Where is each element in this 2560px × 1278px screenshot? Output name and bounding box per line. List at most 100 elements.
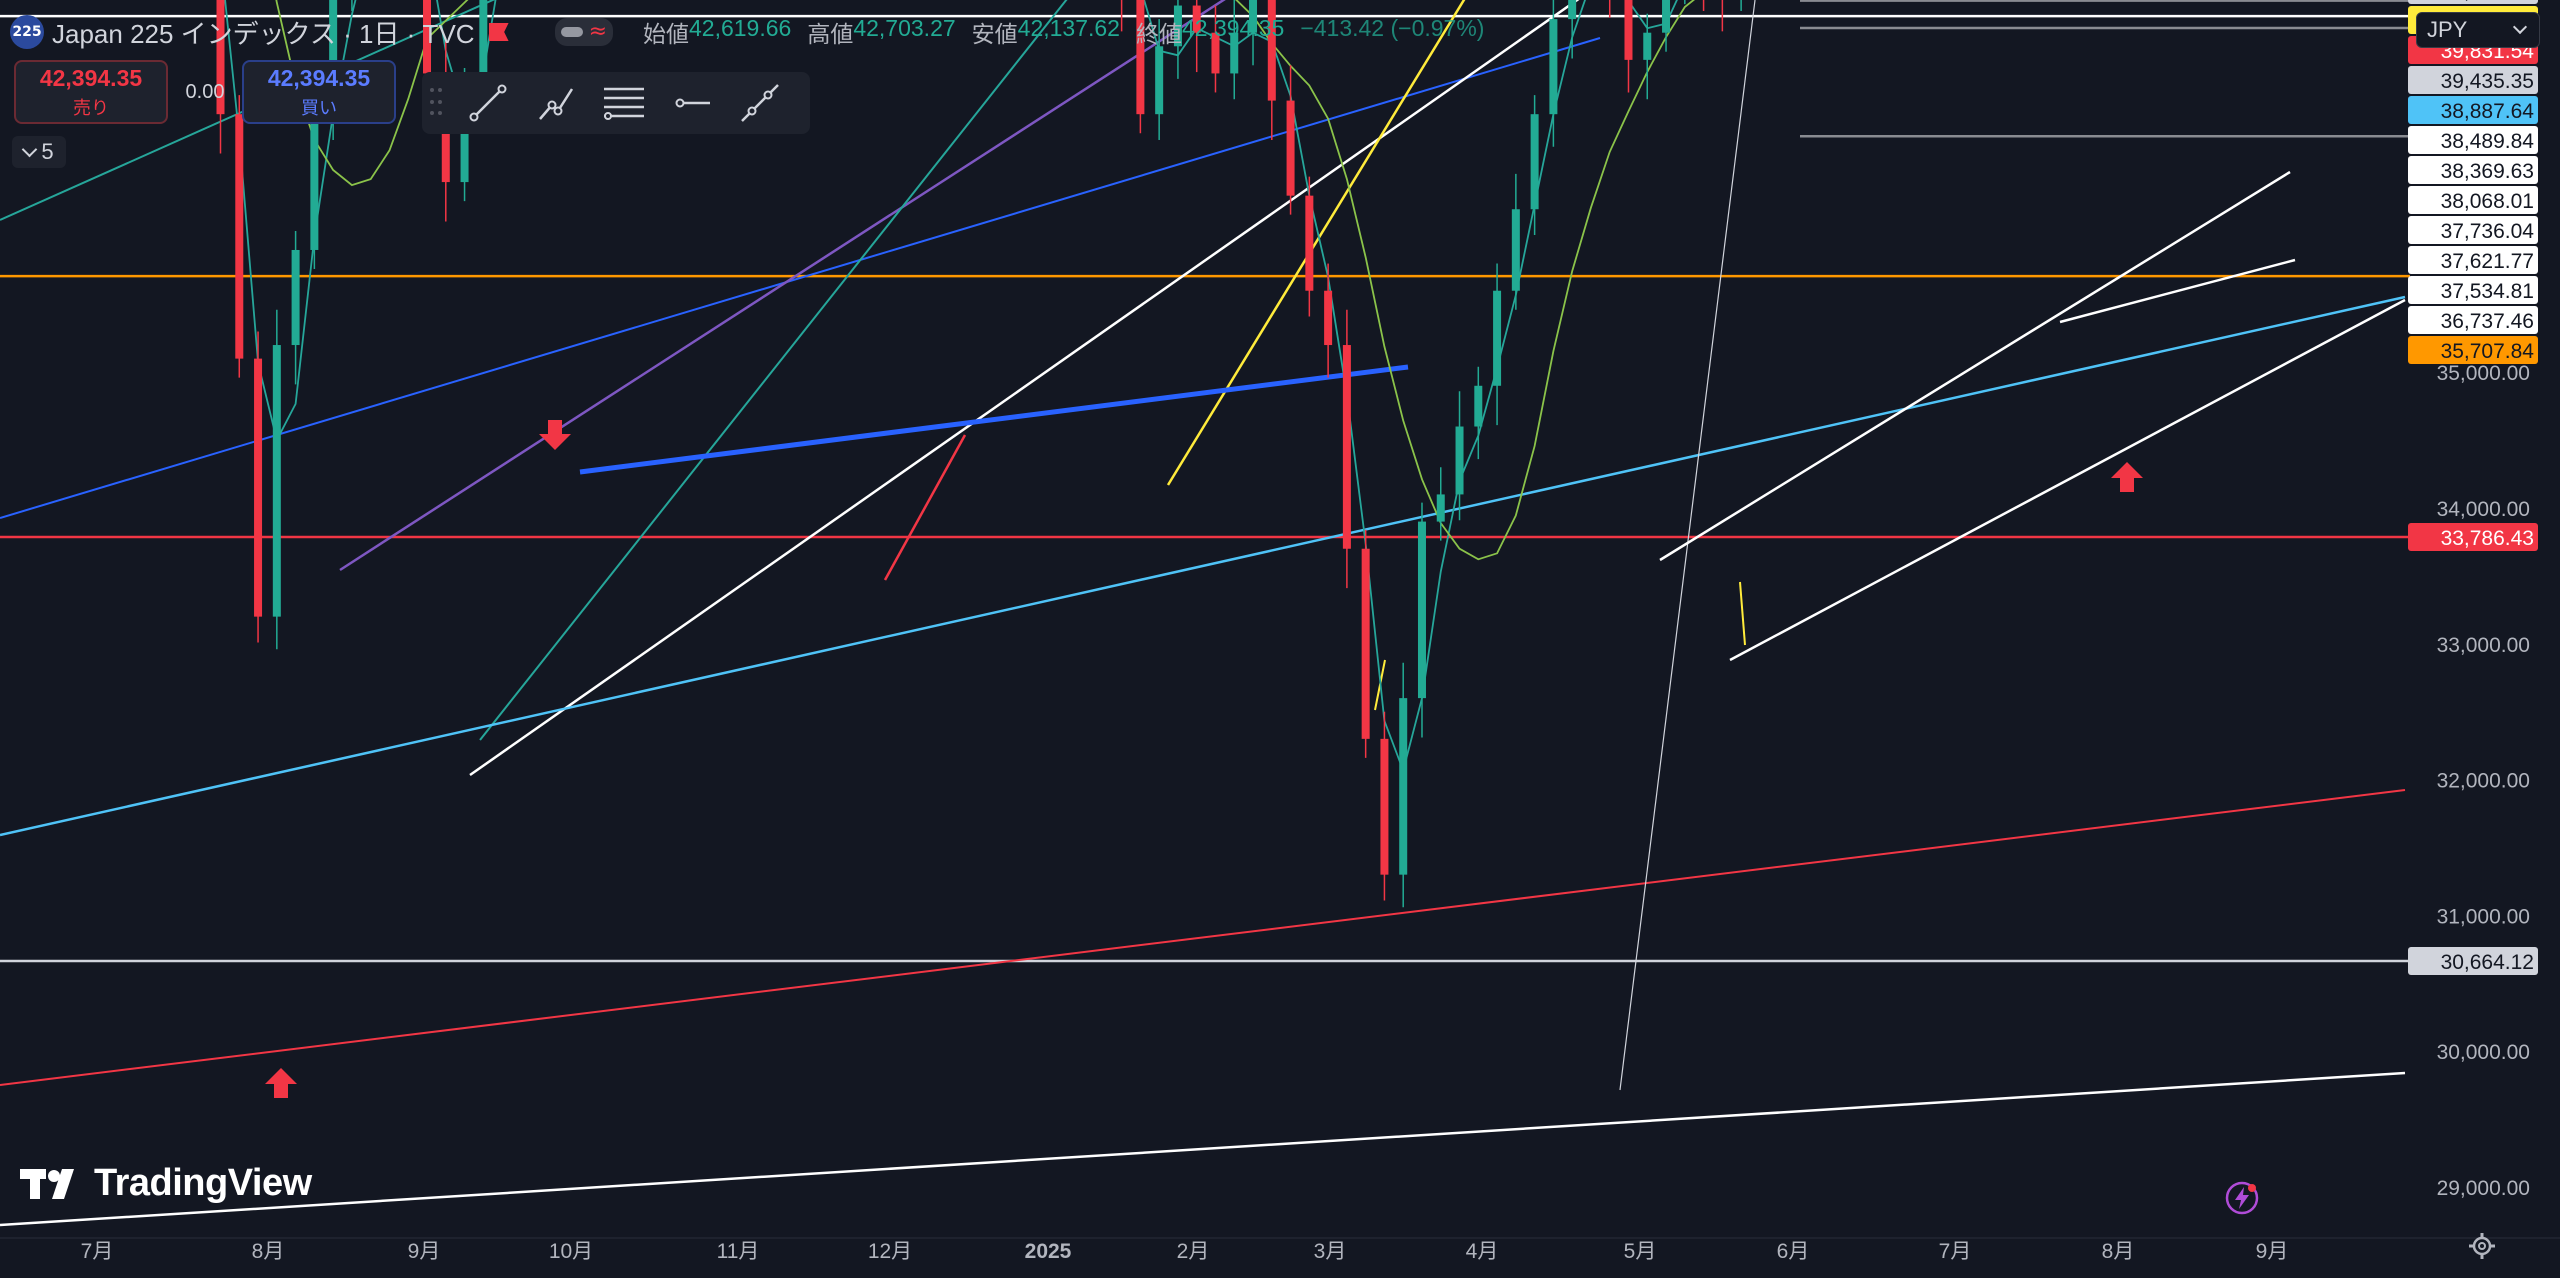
level-label-bg [2408, 126, 2538, 154]
buy-button[interactable]: 42,394.35 買い [242, 60, 396, 124]
arrow-down-icon[interactable] [539, 420, 571, 450]
time-axis[interactable]: 7月 8月 9月 10月 11月 12月 2025 2月 3月 4月 5月 6月 7月 8月 9月 [81, 1240, 2289, 1263]
level-label-bg [2408, 216, 2538, 244]
moving-averages [224, 0, 1696, 774]
level-label: 38,068.01 [2441, 190, 2534, 213]
x-tick-label: 7月 [1939, 1240, 1972, 1263]
tradingview-logo[interactable]: TradingView [20, 1162, 312, 1205]
candle-body [1211, 32, 1220, 74]
trend-line[interactable] [0, 37, 1601, 519]
path-icon[interactable] [532, 79, 580, 127]
low-value: 42,137.62 [1017, 15, 1120, 41]
candle-body [1399, 698, 1408, 875]
arrow-up-icon[interactable] [2111, 462, 2143, 492]
trend-line[interactable] [1729, 298, 2406, 662]
symbol-badge: 225 [10, 15, 44, 49]
trend-line[interactable] [1619, 0, 1756, 1091]
high-label: 高値 [807, 21, 854, 47]
level-label-bg [2408, 156, 2538, 184]
extended-line-icon[interactable] [736, 79, 784, 127]
moving-average-line [275, 0, 1696, 561]
x-tick-label: 12月 [868, 1240, 912, 1263]
candle-body [423, 0, 432, 74]
trend-line-icon[interactable] [464, 79, 512, 127]
candle-body [1380, 738, 1389, 875]
drag-handle-icon[interactable] [430, 88, 444, 118]
sell-label: 売り [73, 97, 109, 118]
candle-body [1230, 32, 1239, 74]
trend-line[interactable] [479, 0, 1090, 741]
horizontal-levels [0, 0, 2410, 963]
level-label-bg [2408, 306, 2538, 334]
level-label: 38,489.84 [2441, 130, 2535, 153]
fib-levels-icon[interactable] [600, 79, 648, 127]
close-label: 終値 [1135, 21, 1182, 47]
level-label: 33,786.43 [2441, 527, 2534, 550]
x-tick-label: 9月 [408, 1240, 441, 1263]
sell-button[interactable]: 42,394.35 売り [14, 60, 168, 124]
candle-body [460, 87, 469, 183]
flag-icon[interactable] [488, 23, 509, 41]
candle-body [1568, 0, 1577, 20]
candle-body [1511, 209, 1520, 291]
x-tick-label: 10月 [549, 1240, 593, 1263]
candle-body [1493, 290, 1502, 386]
candle-body [479, 0, 488, 88]
drawing-toolbar [422, 72, 810, 134]
chart-mode-toggle[interactable]: ≈ [554, 18, 613, 46]
lightning-icon[interactable] [2224, 1180, 2260, 1216]
y-tick-label: 30,000.00 [2437, 1041, 2530, 1064]
indicators-collapse-button[interactable]: 5 [12, 136, 66, 168]
trend-line[interactable] [1659, 170, 2291, 562]
candle-body [1173, 5, 1182, 47]
pill-icon [560, 27, 583, 37]
x-tick-label: 2025 [1025, 1240, 1072, 1263]
price-axis[interactable]: 29,000.00 30,000.00 31,000.00 32,000.00 33,0… [2437, 0, 2530, 1200]
candle-body [1192, 5, 1201, 33]
level-label-bg [2408, 186, 2538, 214]
high-value: 42,703.27 [853, 15, 956, 41]
x-tick-label: 7月 [81, 1240, 114, 1263]
trend-lines [0, 0, 2406, 1227]
trend-line[interactable] [0, 789, 2406, 1086]
candle-body [1643, 32, 1652, 60]
y-tick-label: 33,000.00 [2437, 634, 2530, 657]
trend-line[interactable] [883, 434, 967, 581]
trend-line[interactable] [579, 364, 1409, 475]
currency-select[interactable]: JPY [2416, 12, 2540, 48]
level-label: 36,737.46 [2441, 310, 2534, 333]
x-tick-label: 5月 [1624, 1240, 1657, 1263]
level-label-bg [2408, 336, 2538, 364]
candle-body [1155, 46, 1164, 115]
candle-body [1342, 345, 1351, 549]
ohlc-values: 始値 42,619.66 高値 42,703.27 安値 42,137.62 終… [643, 15, 1484, 49]
chevron-down-icon [22, 141, 38, 157]
candle-body [216, 0, 225, 115]
arrow-up-icon[interactable] [265, 1068, 297, 1098]
trend-line[interactable] [339, 0, 1270, 572]
level-label: 37,736.04 [2441, 220, 2535, 243]
symbol-title[interactable]: Japan 225 インデックス · 1日 · TVC [52, 18, 475, 49]
horizontal-ray-icon[interactable] [668, 79, 716, 127]
level-label: 37,534.81 [2441, 280, 2534, 303]
gear-icon[interactable] [2466, 1230, 2498, 1262]
candle-body [1474, 385, 1483, 427]
y-tick-label: 29,000.00 [2437, 1177, 2530, 1200]
candle-body [1417, 521, 1426, 699]
candle-body [1361, 548, 1370, 739]
trade-panel: 42,394.35 売り 0.00 42,394.35 買い [14, 60, 396, 124]
candle-body [1530, 114, 1539, 210]
trend-line[interactable] [2059, 258, 2296, 324]
trend-line[interactable] [0, 1071, 2406, 1227]
trend-line[interactable] [1739, 581, 1746, 646]
candle-body [1436, 494, 1445, 522]
candle-body [1324, 290, 1333, 346]
candle-body [1662, 0, 1671, 33]
candle-body [254, 358, 263, 617]
wave-icon: ≈ [588, 19, 607, 44]
y-tick-label: 31,000.00 [2437, 905, 2530, 928]
symbol-header[interactable]: 225 Japan 225 インデックス · 1日 · TVC ≈ 始値 42,… [10, 12, 1484, 52]
trend-line[interactable] [0, 295, 2406, 837]
trend-line[interactable] [469, 0, 1620, 777]
